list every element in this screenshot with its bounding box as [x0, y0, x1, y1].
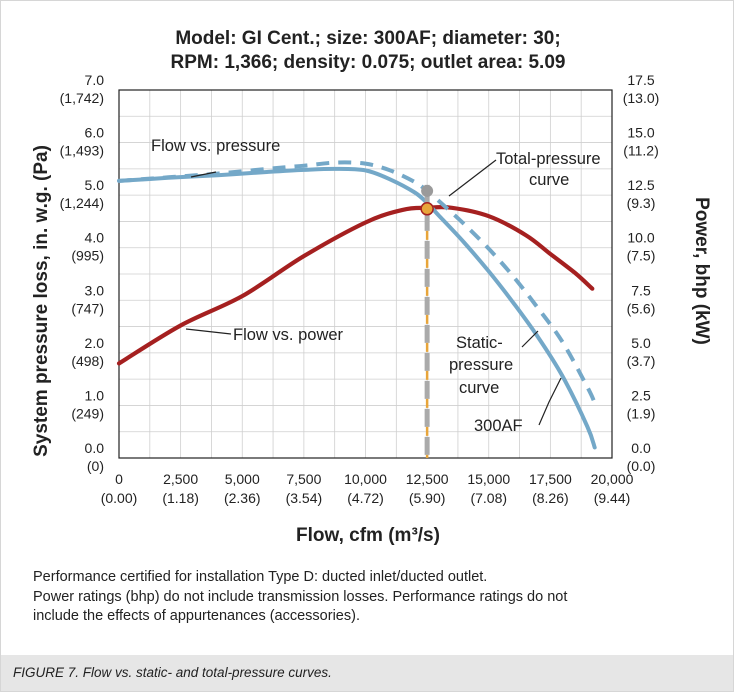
y-left-tick-label: 6.0: [85, 125, 105, 141]
note-line-1: Performance certified for installation T…: [33, 569, 488, 585]
y-left-tick-label: 1.0: [85, 387, 105, 403]
y-left-tick-label: 4.0: [85, 230, 105, 246]
annotation-static-3: curve: [459, 379, 499, 397]
y-right-axis-ticks: 0.0 (0.0) 2.5 (1.9) 5.0 (3.7) 7.5 (5.6) 10.0 (7.5…: [623, 72, 660, 474]
x-tick-metric-label: (2.36): [224, 490, 261, 506]
y-left-tick-metric-label: (249): [71, 405, 104, 421]
y-right-tick-label: 2.5: [631, 387, 651, 403]
x-tick-metric-label: (5.90): [409, 490, 446, 506]
chart: Model: GI Cent.; size: 300AF; diameter: …: [31, 28, 712, 546]
y-left-tick-label: 2.0: [85, 335, 105, 351]
static-pressure-leader: [521, 330, 539, 348]
y-right-tick-metric-label: (3.7): [627, 353, 656, 369]
y-left-tick-label: 0.0: [85, 440, 105, 456]
total-pressure-leader: [448, 159, 497, 197]
annotation-total-pressure-1: Total-pressure: [496, 150, 601, 168]
x-tick-label: 7,500: [286, 471, 321, 487]
y-right-tick-metric-label: (5.6): [627, 300, 656, 316]
x-tick-metric-label: (0.00): [101, 490, 138, 506]
y-right-tick-label: 10.0: [627, 230, 654, 246]
y-right-tick-label: 15.0: [627, 125, 654, 141]
annotation-total-pressure-2: curve: [529, 171, 569, 189]
y-right-tick-metric-label: (11.2): [623, 143, 659, 159]
total-pressure-curve-line: [118, 160, 597, 404]
y-right-tick-metric-label: (7.5): [627, 248, 656, 264]
y-right-axis-label: Power, bhp (kW): [691, 197, 712, 345]
figure-caption: FIGURE 7. Flow vs. static- and total-pre…: [13, 665, 332, 680]
flow-vs-pressure-leader: [190, 171, 217, 178]
plot-border: [118, 89, 613, 459]
x-tick-metric-label: (3.54): [286, 490, 323, 506]
x-tick-label: 10,000: [344, 471, 387, 487]
y-right-tick-label: 12.5: [627, 177, 654, 193]
x-tick-label: 15,000: [467, 471, 510, 487]
y-left-tick-metric-label: (1,493): [60, 143, 104, 159]
series-lines: [116, 160, 597, 450]
chart-title-line-2: RPM: 1,366; density: 0.075; outlet area:…: [171, 52, 566, 73]
y-left-axis-label: System pressure loss, in. w.g. (Pa): [31, 145, 52, 457]
x-tick-metric-label: (7.08): [470, 490, 507, 506]
y-left-tick-metric-label: (498): [71, 353, 104, 369]
y-left-tick-label: 7.0: [85, 72, 105, 88]
x-tick-label: 17,500: [529, 471, 572, 487]
x-axis-label: Flow, cfm (m³/s): [296, 525, 440, 546]
model-leader: [538, 377, 562, 426]
annotations: Flow vs. pressure Total-pressure curve F…: [151, 137, 601, 435]
x-tick-label: 0: [115, 471, 123, 487]
annotation-static-2: pressure: [449, 356, 513, 374]
static-pressure-curve-line: [117, 166, 597, 450]
x-tick-label: 12,500: [406, 471, 449, 487]
note-line-2: Power ratings (bhp) do not include trans…: [33, 588, 568, 605]
annotation-model: 300AF: [474, 417, 523, 435]
y-right-tick-metric-label: (0.0): [627, 458, 656, 474]
operating-point-power-marker: [420, 202, 434, 216]
y-right-tick-label: 7.5: [631, 282, 651, 298]
y-left-tick-metric-label: (995): [71, 248, 104, 264]
performance-notes: Performance certified for installation T…: [33, 568, 713, 627]
y-right-tick-label: 5.0: [631, 335, 651, 351]
y-left-axis-ticks: 0.0 (0) 1.0 (249) 2.0 (498) 3.0 (747) 4.0 (995) 5.…: [60, 72, 105, 474]
annotation-flow-vs-power: Flow vs. power: [233, 326, 344, 344]
y-left-tick-metric-label: (0): [87, 458, 104, 474]
caption-bar: FIGURE 7. Flow vs. static- and total-pre…: [1, 655, 733, 691]
y-right-tick-metric-label: (9.3): [627, 195, 656, 211]
x-tick-metric-label: (1.18): [162, 490, 199, 506]
y-left-tick-label: 3.0: [85, 282, 105, 298]
chart-title-line-1: Model: GI Cent.; size: 300AF; diameter: …: [175, 28, 560, 49]
y-left-tick-metric-label: (747): [71, 300, 104, 316]
operating-point: [420, 184, 434, 458]
x-tick-label: 20,000: [591, 471, 634, 487]
y-left-tick-metric-label: (1,742): [60, 90, 104, 106]
x-tick-metric-label: (9.44): [594, 490, 631, 506]
y-right-tick-label: 17.5: [627, 72, 654, 88]
flow-vs-power-leader: [185, 328, 232, 335]
y-right-tick-metric-label: (1.9): [627, 405, 656, 421]
y-left-tick-metric-label: (1,244): [60, 195, 104, 211]
note-line-3: include the effects of appurtenances (ac…: [33, 608, 360, 624]
annotation-static-1: Static-: [456, 334, 503, 352]
x-tick-metric-label: (4.72): [347, 490, 384, 506]
x-tick-metric-label: (8.26): [532, 490, 569, 506]
x-tick-label: 5,000: [225, 471, 260, 487]
operating-point-total-marker: [421, 184, 434, 197]
y-left-tick-label: 5.0: [85, 177, 105, 193]
x-axis-ticks: 0 (0.00) 2,500 (1.18) 5,000 (2.36) 7,500 (3.54)…: [101, 471, 634, 506]
y-right-tick-label: 0.0: [631, 440, 651, 456]
x-tick-label: 2,500: [163, 471, 198, 487]
annotation-flow-vs-pressure: Flow vs. pressure: [151, 137, 280, 155]
y-right-tick-metric-label: (13.0): [623, 90, 660, 106]
